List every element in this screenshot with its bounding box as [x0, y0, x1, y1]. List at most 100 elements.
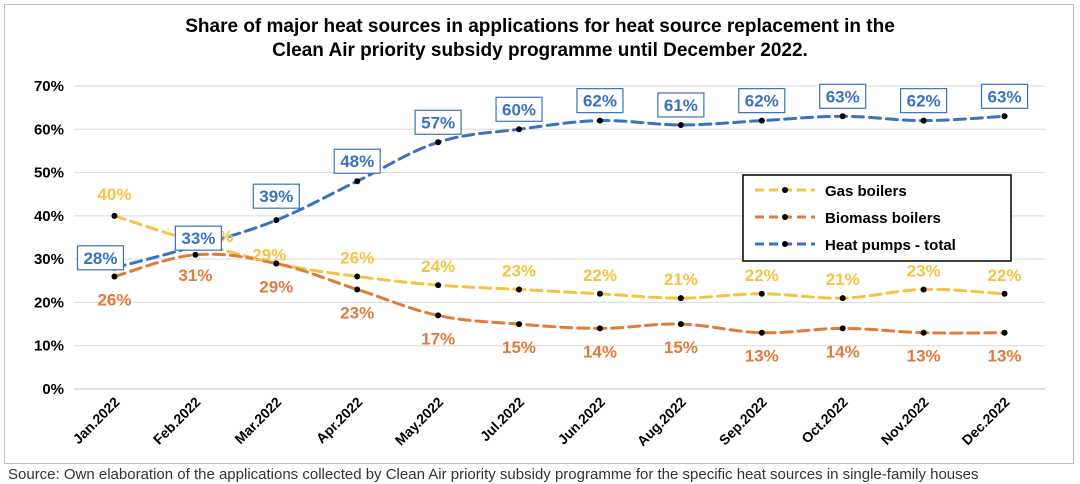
data-point: [354, 273, 361, 280]
data-label-gas-boilers: 40%: [97, 185, 131, 204]
data-label-heat-pumps-total: 63%: [988, 87, 1022, 106]
x-tick-label: Apr.2022: [313, 394, 366, 447]
data-point: [516, 286, 523, 293]
data-label-box: [657, 92, 705, 118]
chart-frame: Share of major heat sources in applicati…: [4, 4, 1074, 464]
data-point: [1001, 113, 1008, 120]
data-label-gas-boilers: 23%: [907, 261, 941, 280]
data-point: [435, 282, 442, 289]
x-tick-label: Aug.2022: [634, 394, 689, 449]
series-line-heat-pumps-total: [112, 114, 1007, 270]
x-tick-label: Dec.2022: [958, 394, 1012, 448]
data-point: [596, 290, 603, 297]
data-label-gas-boilers: 22%: [988, 266, 1022, 285]
data-label-gas-boilers: 22%: [745, 266, 779, 285]
data-label-biomass-boilers: 14%: [826, 342, 860, 361]
data-label-biomass-boilers: 15%: [502, 338, 536, 357]
data-label-box: [333, 148, 381, 174]
data-label-gas-boilers: 26%: [340, 248, 374, 267]
data-label-box: [900, 88, 948, 114]
data-label-heat-pumps-total: 62%: [583, 92, 617, 111]
data-point: [758, 329, 765, 336]
legend-marker: [782, 241, 788, 247]
data-point: [1001, 290, 1008, 297]
x-tick-label: Oct.2022: [798, 394, 851, 447]
data-label-heat-pumps-total: 28%: [83, 249, 117, 268]
data-point: [839, 295, 846, 302]
data-point: [111, 212, 118, 219]
data-point: [596, 325, 603, 332]
data-label-box: [414, 109, 462, 135]
data-label-gas-boilers: 23%: [502, 261, 536, 280]
data-label-biomass-boilers: 15%: [664, 338, 698, 357]
data-point: [435, 139, 442, 146]
data-point: [758, 117, 765, 124]
legend-label-heat-pumps-total: Heat pumps - total: [825, 237, 956, 254]
y-tick-label: 10%: [34, 338, 64, 355]
data-point: [354, 286, 361, 293]
y-tick-label: 60%: [34, 121, 64, 138]
data-label-gas-boilers: 29%: [252, 245, 286, 264]
data-point: [839, 113, 846, 120]
data-point: [1001, 329, 1008, 336]
x-tick-label: Jan.2022: [69, 394, 122, 447]
data-label-box: [252, 183, 300, 209]
data-label-heat-pumps-total: 63%: [826, 87, 860, 106]
data-point: [273, 260, 280, 267]
data-label-box: [819, 83, 867, 109]
x-tick-label: Jul.2022: [477, 394, 528, 445]
data-label-heat-pumps-total: 57%: [421, 113, 455, 132]
data-point: [758, 290, 765, 297]
data-label-heat-pumps-total: 33%: [181, 229, 215, 248]
chart-title-line: Clean Air priority subsidy programme unt…: [272, 40, 808, 61]
data-label-biomass-boilers: 13%: [907, 347, 941, 366]
data-label-gas-boilers: 24%: [421, 257, 455, 276]
data-point: [677, 121, 684, 128]
data-label-gas-boilers: 21%: [826, 270, 860, 289]
y-tick-label: 20%: [34, 294, 64, 311]
data-label-biomass-boilers: 31%: [178, 266, 212, 285]
data-label-biomass-boilers: 26%: [97, 290, 131, 309]
x-tick-label: Jun.2022: [554, 394, 608, 448]
x-tick-label: Sep.2022: [716, 394, 770, 448]
data-label-gas-boilers: 22%: [583, 266, 617, 285]
data-label-heat-pumps-total: 60%: [502, 100, 536, 119]
line-chart: Share of major heat sources in applicati…: [34, 16, 1045, 449]
legend-marker: [782, 214, 788, 220]
legend-marker: [782, 187, 788, 193]
chart-caption: Source: Own elaboration of the applicati…: [8, 466, 979, 483]
data-label-gas-boilers: 21%: [664, 270, 698, 289]
data-point: [920, 117, 927, 124]
data-point: [920, 329, 927, 336]
data-point: [677, 295, 684, 302]
data-label-heat-pumps-total: 61%: [664, 96, 698, 115]
data-label-heat-pumps-total: 39%: [259, 187, 293, 206]
legend-label-biomass-boilers: Biomass boilers: [825, 210, 941, 227]
x-tick-label: Feb.2022: [150, 394, 204, 448]
data-label-box: [495, 96, 543, 122]
x-tick-label: May.2022: [392, 394, 447, 449]
x-tick-label: Nov.2022: [878, 394, 932, 448]
data-label-biomass-boilers: 29%: [259, 277, 293, 296]
data-point: [354, 178, 361, 185]
legend-label-gas-boilers: Gas boilers: [825, 183, 907, 200]
data-point: [516, 126, 523, 133]
data-label-heat-pumps-total: 62%: [745, 92, 779, 111]
data-point: [839, 325, 846, 332]
y-tick-label: 70%: [34, 78, 64, 95]
data-point: [920, 286, 927, 293]
y-tick-label: 30%: [34, 251, 64, 268]
y-tick-label: 0%: [42, 381, 64, 398]
data-label-heat-pumps-total: 62%: [907, 92, 941, 111]
data-label-box: [738, 88, 786, 114]
data-label-box: [174, 225, 222, 251]
data-point: [677, 321, 684, 328]
data-label-box: [76, 245, 125, 271]
data-point: [596, 117, 603, 124]
y-tick-label: 50%: [34, 165, 64, 182]
series-line-biomass-boilers: [112, 252, 1007, 335]
data-label-biomass-boilers: 17%: [421, 329, 455, 348]
data-label-biomass-boilers: 14%: [583, 342, 617, 361]
data-point: [192, 251, 199, 258]
data-point: [111, 273, 118, 280]
